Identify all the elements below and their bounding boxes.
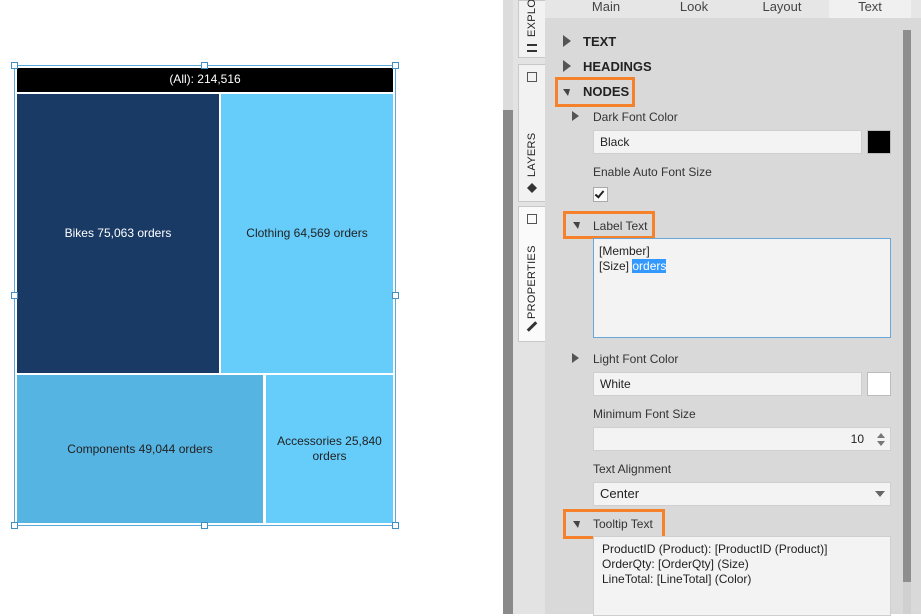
tab-layout[interactable]: Layout <box>762 0 802 14</box>
resize-handle-s[interactable] <box>201 522 208 529</box>
section-text[interactable]: TEXT <box>583 34 617 49</box>
tab-layers-label: LAYERS <box>526 132 538 177</box>
dark-font-color-field[interactable]: Black <box>593 130 862 154</box>
label-text-highlight-box <box>563 211 655 239</box>
expand-headings-icon[interactable] <box>563 60 571 72</box>
splitter[interactable] <box>503 0 513 614</box>
node-label: Clothing 64,569 orders <box>246 226 368 240</box>
explorer-icon <box>527 44 537 52</box>
section-nodes[interactable]: NODES <box>583 84 630 99</box>
tab-properties-label: PROPERTIES <box>526 245 538 319</box>
layers-tab-top-icon <box>527 72 537 82</box>
node-label: Components 49,044 orders <box>67 441 213 456</box>
enable-auto-font-size-checkbox[interactable] <box>593 187 608 202</box>
collapse-nodes-icon[interactable] <box>563 89 570 96</box>
resize-handle-sw[interactable] <box>11 522 18 529</box>
panel-tab-bar <box>545 0 921 18</box>
tab-layers[interactable]: LAYERS <box>518 64 545 202</box>
tooltip-line: LineTotal: [LineTotal] (Color) <box>602 572 752 586</box>
treemap-widget[interactable]: (All): 214,516 Bikes 75,063 orders Cloth… <box>14 65 396 526</box>
resize-handle-ne[interactable] <box>392 62 399 69</box>
node-label: Bikes 75,063 orders <box>64 226 172 240</box>
tooltip-text-editor[interactable]: ProductID (Product): [ProductID (Product… <box>593 536 891 616</box>
checkmark-icon <box>594 188 605 199</box>
splitter-shade <box>503 0 513 110</box>
tooltip-text-label: Tooltip Text <box>593 517 653 531</box>
treemap-node-components[interactable]: Components 49,044 orders <box>17 375 263 523</box>
light-font-color-field[interactable]: White <box>593 372 862 396</box>
node-label: Accessories 25,840 orders <box>277 434 382 463</box>
layers-icon <box>527 183 537 193</box>
expand-text-icon[interactable] <box>563 35 571 47</box>
tab-look[interactable]: Look <box>679 0 709 14</box>
tooltip-line: ProductID (Product): [ProductID (Product… <box>602 542 828 556</box>
tooltip-line: OrderQty: [OrderQty] (Size) <box>602 557 749 571</box>
treemap-node-bikes[interactable]: Bikes 75,063 orders <box>17 94 219 373</box>
label-text-editor[interactable]: [Member] [Size] orders <box>593 238 891 338</box>
tab-explorer[interactable]: EXPLO <box>518 0 545 58</box>
wrench-icon <box>526 321 538 332</box>
dark-font-color-swatch[interactable] <box>867 130 891 154</box>
label-text-line-2: [Size] orders <box>599 259 885 274</box>
text-alignment-label: Text Alignment <box>593 462 672 476</box>
treemap-root-header[interactable]: (All): 214,516 <box>17 68 393 92</box>
chevron-down-icon <box>875 491 885 497</box>
tab-properties[interactable]: PROPERTIES <box>518 206 545 342</box>
expand-dark-font-color-icon[interactable] <box>572 111 579 121</box>
light-font-color-label: Light Font Color <box>593 352 679 366</box>
stepper-down-icon[interactable] <box>877 441 885 446</box>
resize-handle-w[interactable] <box>11 292 18 299</box>
nodes-highlight-box <box>555 77 635 107</box>
section-headings[interactable]: HEADINGS <box>583 59 652 74</box>
enable-auto-font-size-label: Enable Auto Font Size <box>593 165 712 179</box>
tab-explorer-label: EXPLO <box>526 0 538 37</box>
treemap-node-accessories[interactable]: Accessories 25,840 orders <box>266 375 393 523</box>
panel-scrollbar-thumb[interactable] <box>903 30 911 582</box>
collapse-label-text-icon[interactable] <box>573 222 580 229</box>
label-text-line-1: [Member] <box>599 244 650 258</box>
resize-handle-nw[interactable] <box>11 62 18 69</box>
expand-light-font-color-icon[interactable] <box>572 353 579 363</box>
properties-tab-top-icon <box>527 214 537 224</box>
text-alignment-select[interactable]: Center <box>593 482 891 506</box>
dark-font-color-label: Dark Font Color <box>593 110 678 124</box>
tab-text[interactable]: Text <box>829 0 911 18</box>
resize-handle-e[interactable] <box>392 292 399 299</box>
collapse-tooltip-text-icon[interactable] <box>573 521 580 528</box>
label-text-selected-text: orders <box>632 259 667 273</box>
minimum-font-size-stepper[interactable]: 10 <box>593 427 891 451</box>
minimum-font-size-label: Minimum Font Size <box>593 407 696 421</box>
treemap-node-clothing[interactable]: Clothing 64,569 orders <box>221 94 393 373</box>
label-text-label: Label Text <box>593 219 648 233</box>
light-font-color-swatch[interactable] <box>867 372 891 396</box>
resize-handle-se[interactable] <box>392 522 399 529</box>
stepper-up-icon[interactable] <box>877 433 885 438</box>
tab-main[interactable]: Main <box>591 0 621 14</box>
label-text-size-token: [Size] <box>599 259 630 273</box>
minimum-font-size-value: 10 <box>850 432 864 446</box>
resize-handle-n[interactable] <box>201 62 208 69</box>
